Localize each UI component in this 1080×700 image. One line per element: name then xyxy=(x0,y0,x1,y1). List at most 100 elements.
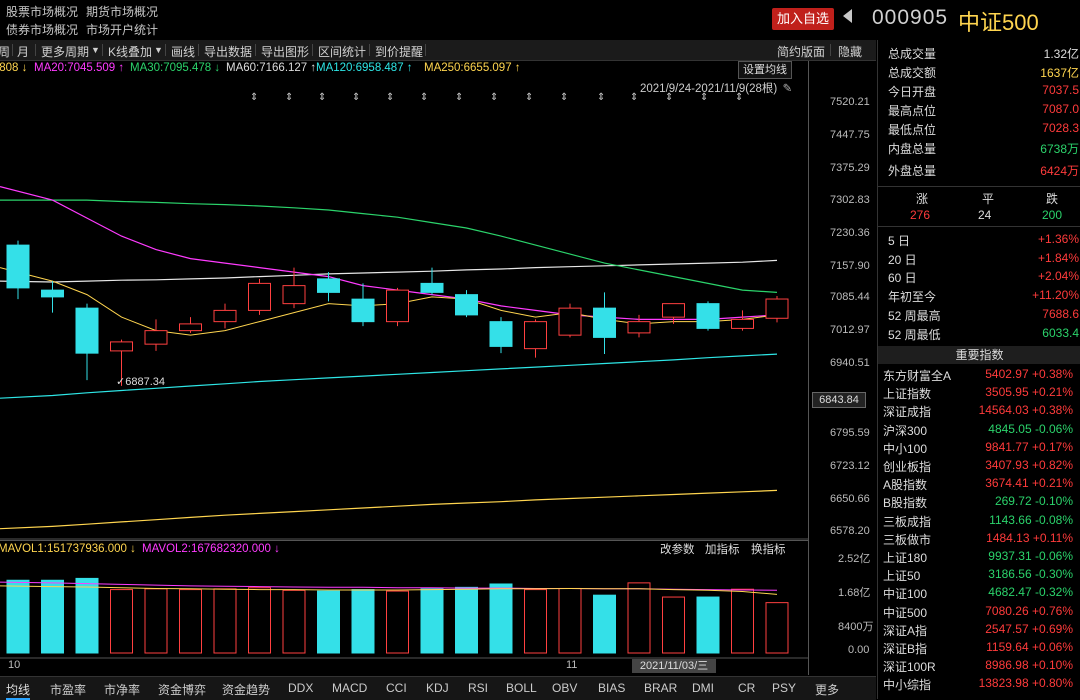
add-to-watchlist-button[interactable]: 加入自选 xyxy=(772,8,834,30)
dropdown-icon[interactable]: ▼ xyxy=(91,45,100,55)
index-name[interactable]: 三板成指 xyxy=(883,514,932,529)
index-name[interactable]: B股指数 xyxy=(883,496,928,511)
candle-body xyxy=(420,282,444,293)
ma-line-ma30 xyxy=(0,199,778,293)
tab-3[interactable]: 资金博弈 xyxy=(158,683,207,697)
toolbar-month[interactable]: 月 xyxy=(17,45,30,59)
toolbar-week[interactable]: 周 xyxy=(0,45,11,59)
event-marker-icon[interactable]: ⇕ xyxy=(285,92,294,103)
index-name[interactable]: 东方财富全A xyxy=(883,369,952,383)
event-marker-icon[interactable]: ⇕ xyxy=(250,92,259,103)
low-price-value: 6887.34 xyxy=(125,376,165,388)
pin-icon[interactable]: ✎ xyxy=(782,83,793,95)
index-name[interactable]: 深证成指 xyxy=(883,405,932,420)
index-name[interactable]: 中小综指 xyxy=(883,678,932,693)
toolbar-k-overlay[interactable]: K线叠加 xyxy=(108,45,153,59)
event-marker-icon[interactable]: ⇕ xyxy=(352,92,361,103)
index-name[interactable]: 创业板指 xyxy=(883,460,932,474)
tab-13[interactable]: BRAR xyxy=(644,681,678,695)
candle-body xyxy=(248,282,271,311)
toolbar-range-stats[interactable]: 区间统计 xyxy=(318,45,367,59)
tab-1[interactable]: 市盈率 xyxy=(50,683,87,697)
event-marker-icon[interactable]: ⇕ xyxy=(665,92,674,103)
tab-2[interactable]: 市净率 xyxy=(104,683,141,697)
indices-header: 重要指数 xyxy=(878,346,1080,364)
event-marker-icon[interactable]: ⇕ xyxy=(597,92,606,103)
tab-5[interactable]: DDX xyxy=(288,681,314,695)
event-marker-icon[interactable]: ⇕ xyxy=(455,92,464,103)
tab-8[interactable]: KDJ xyxy=(426,681,449,695)
tab-0[interactable]: 均线 xyxy=(6,681,31,700)
index-name[interactable]: 中小100 xyxy=(883,441,928,456)
link-bond-market[interactable]: 债券市场概况 xyxy=(6,23,79,37)
ma-legend-ma60: MA60:7166.127 ↑ xyxy=(226,62,317,74)
tab-6[interactable]: MACD xyxy=(332,681,368,695)
event-marker-icon[interactable]: ⇕ xyxy=(700,92,709,103)
index-name[interactable]: 深证A指 xyxy=(883,623,928,638)
kline-chart[interactable] xyxy=(0,61,808,675)
date-range-text: 2021/9/24-2021/11/9(28根) xyxy=(640,83,778,95)
event-marker-icon[interactable]: ⇕ xyxy=(420,92,429,103)
event-marker-icon[interactable]: ⇕ xyxy=(560,92,569,103)
tab-12[interactable]: BIAS xyxy=(598,681,626,695)
set-ma-button[interactable]: 设置均线 xyxy=(738,61,792,79)
event-marker-icon[interactable]: ⇕ xyxy=(318,92,327,103)
breadth-up-label: 涨 xyxy=(916,192,929,206)
event-marker-icon[interactable]: ⇕ xyxy=(386,92,395,103)
stat-label: 总成交量 xyxy=(888,47,937,61)
index-name[interactable]: 中证100 xyxy=(883,587,928,602)
candle-body xyxy=(75,307,99,354)
index-name[interactable]: 上证180 xyxy=(883,551,928,565)
ma-legend-ma250: MA250:6655.097 ↑ xyxy=(424,62,521,74)
index-name[interactable]: 深证100R xyxy=(883,660,936,675)
volume-bar xyxy=(75,577,99,654)
index-name[interactable]: 三板做市 xyxy=(883,532,932,547)
toolbar-export-data[interactable]: 导出数据 xyxy=(204,45,253,59)
link-futures-market[interactable]: 期货市场概况 xyxy=(86,5,159,19)
ma-legend-ma20: MA20:7045.509 ↑ xyxy=(34,62,125,74)
event-marker-icon[interactable]: ⇕ xyxy=(735,92,744,103)
event-marker-icon[interactable]: ⇕ xyxy=(630,92,639,103)
tab-15[interactable]: CR xyxy=(738,681,756,695)
tab-9[interactable]: RSI xyxy=(468,681,489,695)
y-axis-label: 7447.75 xyxy=(830,129,870,141)
toolbar-draw-line[interactable]: 画线 xyxy=(171,45,196,59)
tab-7[interactable]: CCI xyxy=(386,681,407,695)
index-name[interactable]: 深证B指 xyxy=(883,642,928,656)
tab-17[interactable]: 更多 xyxy=(815,683,840,697)
index-value: 3505.95 +0.21% xyxy=(985,385,1073,400)
add-indicator-button[interactable]: 加指标 xyxy=(705,544,740,556)
link-stock-market[interactable]: 股票市场概况 xyxy=(6,5,79,19)
chart-toolbar: 周 月 更多周期 ▼ K线叠加 ▼ 画线 导出数据 导出图形 区间统计 到价提醒… xyxy=(0,40,876,61)
index-name[interactable]: 中证500 xyxy=(883,605,928,620)
index-name[interactable]: 上证50 xyxy=(883,569,921,584)
period-label: 年初至今 xyxy=(888,290,937,304)
mavol2-legend: MAVOL2:167682320.000 ↓ xyxy=(142,543,280,555)
toolbar-more-periods[interactable]: 更多周期 xyxy=(41,45,90,59)
candle-body xyxy=(455,294,478,316)
y-axis-label: 7375.29 xyxy=(830,162,870,174)
tab-14[interactable]: DMI xyxy=(692,681,714,695)
toolbar-export-image[interactable]: 导出图形 xyxy=(261,45,310,59)
tab-4[interactable]: 资金趋势 xyxy=(222,683,271,697)
index-name[interactable]: 沪深300 xyxy=(883,423,928,438)
tab-11[interactable]: OBV xyxy=(552,681,578,695)
event-marker-icon[interactable]: ⇕ xyxy=(490,92,499,103)
index-name[interactable]: A股指数 xyxy=(883,478,928,493)
candle-body xyxy=(351,298,375,323)
tab-16[interactable]: PSY xyxy=(772,681,797,695)
tab-10[interactable]: BOLL xyxy=(506,681,537,695)
change-indicator-button[interactable]: 换指标 xyxy=(751,544,786,556)
toolbar-hide[interactable]: 隐藏 xyxy=(838,45,863,59)
toolbar-simple-layout[interactable]: 简约版面 xyxy=(777,45,826,59)
date-range: 2021/9/24-2021/11/9(28根) ✎ xyxy=(640,80,792,96)
link-account-stats[interactable]: 市场开户统计 xyxy=(86,23,159,37)
stat-label: 总成交额 xyxy=(888,66,937,80)
index-name[interactable]: 上证指数 xyxy=(883,387,932,402)
breadth-down-count: 200 xyxy=(1042,208,1063,222)
edit-params-button[interactable]: 改参数 xyxy=(660,544,695,556)
back-arrow-icon[interactable] xyxy=(843,9,852,23)
event-marker-icon[interactable]: ⇕ xyxy=(525,92,534,103)
dropdown-icon[interactable]: ▼ xyxy=(154,45,163,55)
toolbar-price-alert[interactable]: 到价提醒 xyxy=(375,45,424,59)
